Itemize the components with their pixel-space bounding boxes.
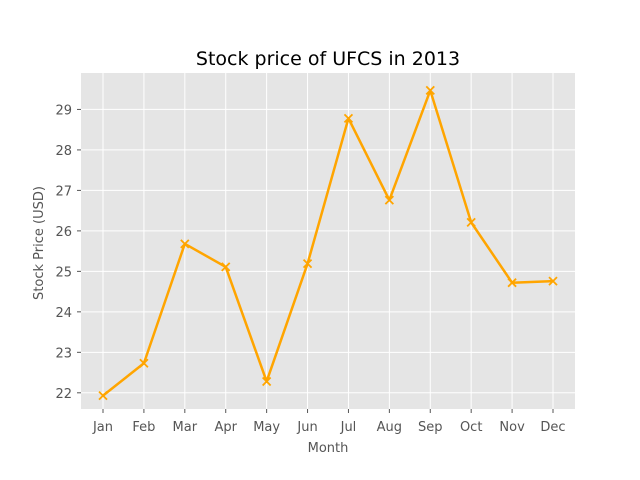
y-tick-label: 28 bbox=[55, 144, 72, 159]
x-tick-label: Aug bbox=[377, 420, 402, 435]
data-point-marker bbox=[425, 85, 435, 96]
marker-stroke bbox=[98, 391, 108, 401]
marker-stroke bbox=[139, 358, 149, 368]
x-axis-label: Month bbox=[308, 441, 349, 456]
series-line-layer bbox=[102, 89, 554, 397]
marker-stroke bbox=[221, 262, 231, 272]
data-point-marker bbox=[302, 259, 313, 269]
x-axis-ticks: Jan Feb Mar Apr May Jun Jul Aug Sep Oct Nov Dec bbox=[92, 409, 566, 435]
data-point-marker bbox=[343, 113, 354, 123]
y-tick-label: 25 bbox=[55, 265, 72, 280]
y-axis-label: Stock Price (USD) bbox=[32, 186, 47, 300]
y-tick-label: 22 bbox=[55, 387, 72, 402]
marker-stroke bbox=[302, 259, 313, 269]
x-tick-label: Feb bbox=[132, 420, 155, 435]
x-tick-label: Oct bbox=[460, 420, 482, 435]
data-point-marker bbox=[384, 195, 395, 205]
plot-area-background bbox=[81, 73, 575, 409]
x-tick-label: Dec bbox=[540, 420, 565, 435]
x-tick-label: Jan bbox=[92, 420, 113, 435]
marker-stroke bbox=[425, 85, 435, 96]
y-tick-label: 23 bbox=[55, 346, 72, 361]
data-point-marker bbox=[180, 239, 190, 249]
series-line bbox=[102, 89, 554, 397]
x-tick-label: Sep bbox=[418, 420, 443, 435]
series-markers-layer bbox=[98, 85, 558, 401]
data-point-marker bbox=[466, 217, 476, 228]
marker-stroke bbox=[466, 217, 476, 228]
x-tick-label: Apr bbox=[214, 420, 237, 435]
chart-title: Stock price of UFCS in 2013 bbox=[196, 48, 460, 70]
x-tick-label: May bbox=[253, 420, 280, 435]
data-point-marker bbox=[98, 391, 108, 401]
y-tick-label: 26 bbox=[55, 225, 72, 240]
data-point-marker bbox=[221, 262, 231, 272]
data-point-marker bbox=[507, 278, 517, 288]
x-tick-label: Jul bbox=[340, 420, 357, 435]
marker-stroke bbox=[507, 278, 517, 288]
x-tick-label: Jun bbox=[296, 420, 317, 435]
y-axis-ticks: 22 23 24 25 26 27 28 29 bbox=[55, 103, 81, 402]
x-tick-label: Nov bbox=[499, 420, 525, 435]
marker-stroke bbox=[548, 276, 558, 286]
data-point-marker bbox=[548, 276, 558, 286]
marker-stroke bbox=[180, 239, 190, 249]
marker-stroke bbox=[261, 376, 272, 387]
y-tick-label: 27 bbox=[55, 184, 72, 199]
data-point-marker bbox=[261, 376, 272, 387]
y-tick-label: 29 bbox=[55, 103, 72, 118]
y-tick-label: 24 bbox=[55, 306, 72, 321]
marker-stroke bbox=[343, 113, 354, 123]
x-tick-label: Mar bbox=[173, 420, 198, 435]
data-point-marker bbox=[139, 358, 149, 368]
marker-stroke bbox=[384, 195, 395, 205]
